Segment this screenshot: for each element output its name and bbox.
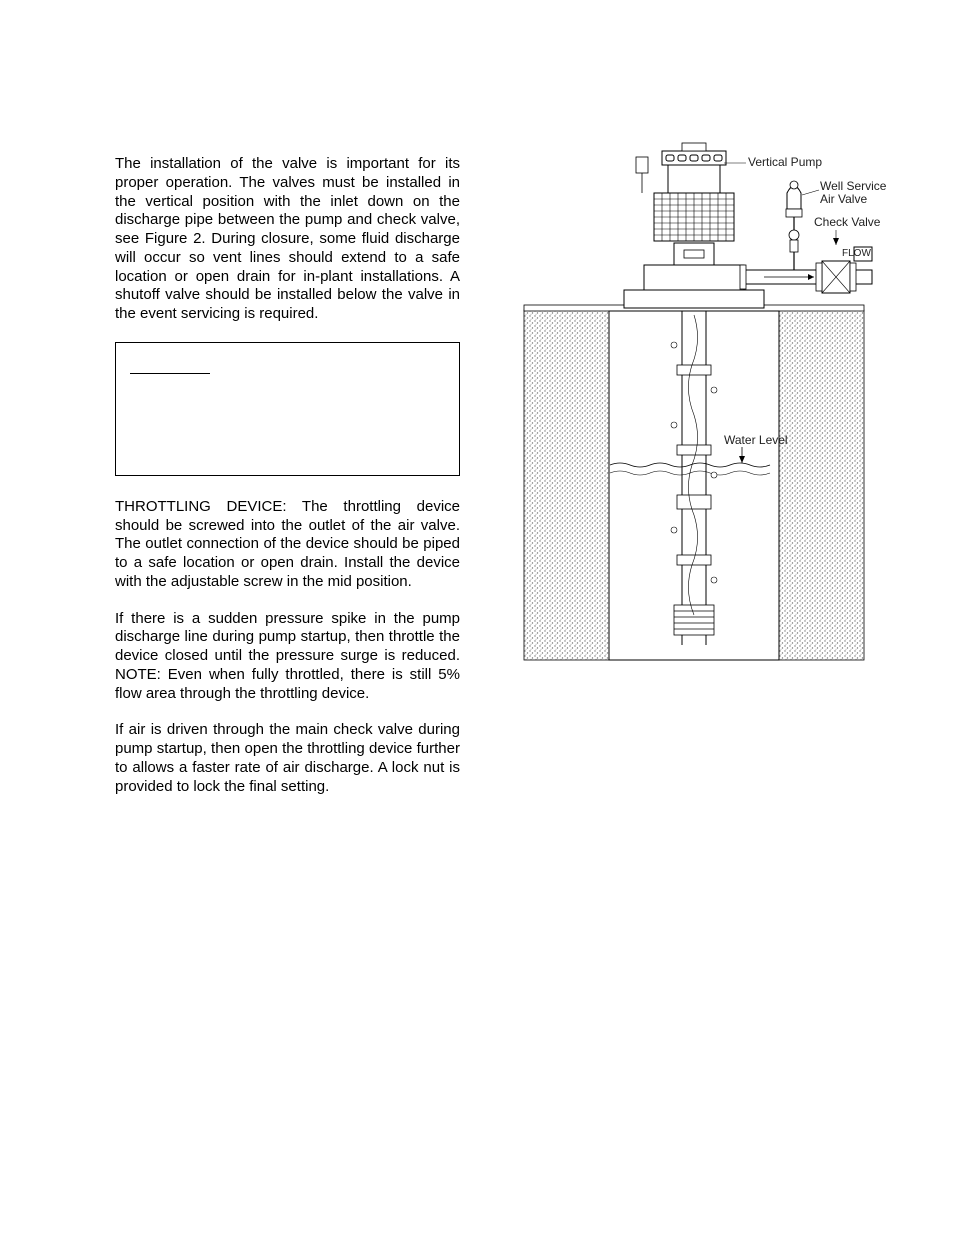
paragraph-pressure-spike: If there is a sudden pressure spike in t…: [115, 610, 460, 704]
label-well-service-l2: Air Valve: [820, 192, 867, 206]
figure-column: Vertical Pump Well Service Air Valve Che…: [514, 115, 874, 675]
paragraph-throttling-device: THROTTLING DEVICE: The throttling device…: [115, 498, 460, 592]
label-check-valve: Check Valve: [814, 215, 880, 229]
label-flow: FLOW: [842, 248, 871, 259]
caution-box: [115, 342, 460, 476]
figure-wrapper: Vertical Pump Well Service Air Valve Che…: [514, 115, 874, 675]
page: The installation of the valve is importa…: [0, 0, 954, 1235]
label-well-service-l1: Well Service: [820, 179, 886, 193]
paragraph-installation: The installation of the valve is importa…: [115, 155, 460, 324]
paragraph-air-driven: If air is driven through the main check …: [115, 721, 460, 796]
caution-underline: [130, 373, 210, 374]
left-column: The installation of the valve is importa…: [115, 140, 460, 814]
label-vertical-pump: Vertical Pump: [748, 155, 822, 169]
label-water-level: Water Level: [724, 433, 788, 447]
